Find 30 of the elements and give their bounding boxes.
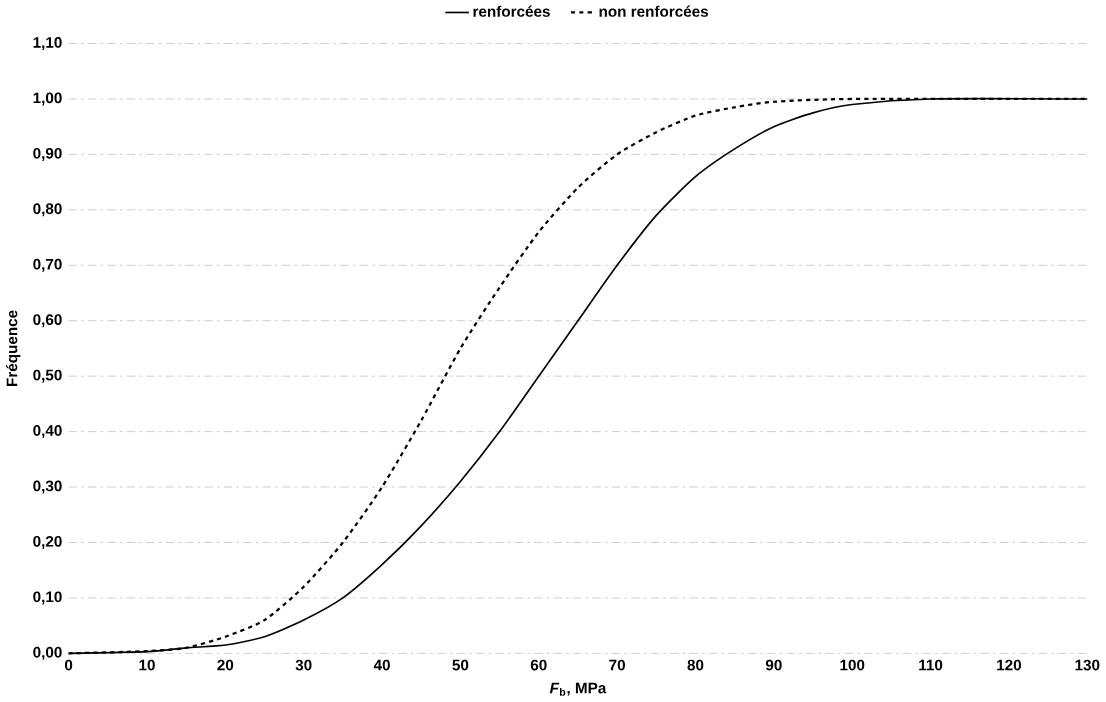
y-tick-label: 0,20	[33, 536, 62, 550]
x-tick-label: 100	[840, 659, 865, 671]
x-axis-title: F$_{b}$, MPa	[549, 682, 607, 696]
legend-label: non renforcées	[599, 5, 709, 17]
x-tick-label: 0	[64, 659, 73, 671]
x-tick-label: 90	[765, 659, 782, 671]
x-tick-label: 10	[139, 659, 155, 671]
y-tick-label: 0,00	[33, 646, 62, 660]
y-tick-label: 0,40	[33, 425, 62, 439]
y-tick-label: 0,80	[33, 203, 62, 217]
legend-label: renforcées	[473, 5, 550, 17]
x-tick-label: 60	[530, 659, 547, 671]
x-tick-label: 20	[217, 659, 234, 671]
x-tick-label: 120	[997, 659, 1021, 671]
x-tick-label: 30	[295, 659, 312, 671]
x-tick-label: 50	[452, 659, 469, 671]
y-tick-label: 1,00	[33, 92, 62, 106]
y-tick-label: 0,90	[33, 148, 62, 161]
y-axis-title: Fréquence	[6, 310, 21, 387]
y-tick-label: 0,70	[33, 258, 62, 272]
x-tick-label: 80	[687, 659, 704, 671]
y-tick-label: 1,10	[33, 37, 62, 51]
y-tick-label: 0,60	[33, 314, 62, 328]
y-tick-label: 0,50	[33, 369, 62, 383]
x-tick-label: 130	[1075, 659, 1100, 671]
x-tick-label: 70	[609, 659, 625, 671]
y-tick-label: 0,10	[33, 591, 62, 605]
x-tick-label: 110	[919, 659, 943, 671]
y-tick-label: 0,30	[33, 480, 62, 494]
x-tick-label: 40	[373, 659, 390, 671]
